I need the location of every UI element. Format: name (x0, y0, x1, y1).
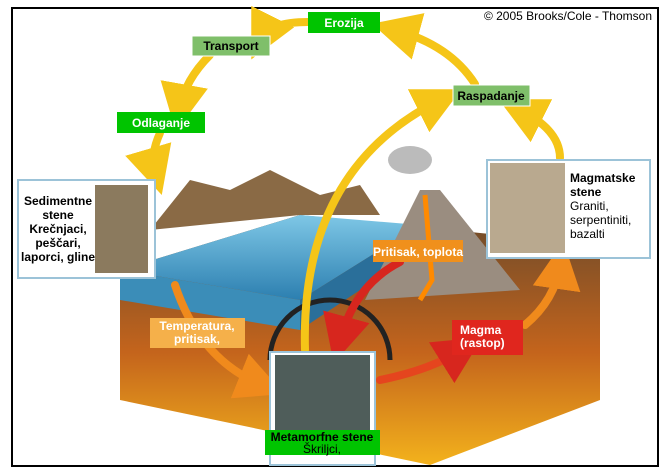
arrow (521, 241, 581, 329)
ash-cloud (388, 146, 432, 174)
step-box (117, 112, 205, 133)
sedimentary-title: Sedimentne stene (24, 194, 92, 222)
arrow (300, 89, 462, 354)
metamorphic-image (275, 355, 370, 430)
igneous-title: Magmatske stene (570, 171, 636, 199)
ocean (120, 215, 420, 300)
sedimentary-image (95, 185, 148, 273)
process-label: Temperatura, pritisak, (159, 319, 234, 346)
step-label: Odlaganje (132, 116, 190, 130)
metamorphic-label-box (265, 430, 380, 455)
magma-chamber (267, 297, 393, 361)
ocean-front (120, 270, 300, 330)
mountains (150, 170, 380, 230)
step-box (452, 84, 531, 107)
arrows (125, 5, 581, 399)
copyright: © 2005 Brooks/Cole - Thomson (484, 9, 652, 23)
igneous-examples: Graniti, serpentiniti, bazalti (570, 199, 631, 241)
process-box (373, 240, 463, 262)
arrow (125, 129, 172, 196)
process-label: Pritisak, toplota (373, 245, 463, 259)
arrow (160, 51, 214, 132)
process-label: Magma (rastop) (460, 323, 505, 350)
step-label: Erozija (324, 16, 364, 30)
step-box (308, 12, 380, 33)
sedimentary-examples: Krečnjaci, peščari, laporci, gline (21, 222, 95, 264)
igneous-image (490, 163, 565, 253)
arrow (498, 99, 564, 162)
process-box (452, 320, 523, 355)
lava (417, 194, 435, 302)
step-label: Transport (203, 39, 258, 53)
process-box (150, 318, 245, 348)
arrow (371, 13, 479, 88)
arrow (251, 5, 312, 60)
metamorphic-examples: Škriljci, (303, 441, 341, 456)
step-box (191, 35, 271, 57)
metamorphic-title: Metamorfne stene (271, 430, 374, 444)
step-label: Raspadanje (457, 89, 525, 103)
arrow (323, 258, 404, 364)
